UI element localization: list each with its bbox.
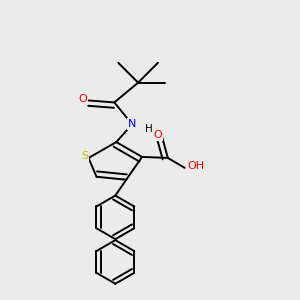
Text: O: O	[153, 130, 162, 140]
Text: N: N	[128, 119, 136, 129]
Text: H: H	[145, 124, 152, 134]
Text: OH: OH	[188, 161, 205, 171]
Text: S: S	[81, 152, 88, 161]
Text: O: O	[79, 94, 88, 104]
